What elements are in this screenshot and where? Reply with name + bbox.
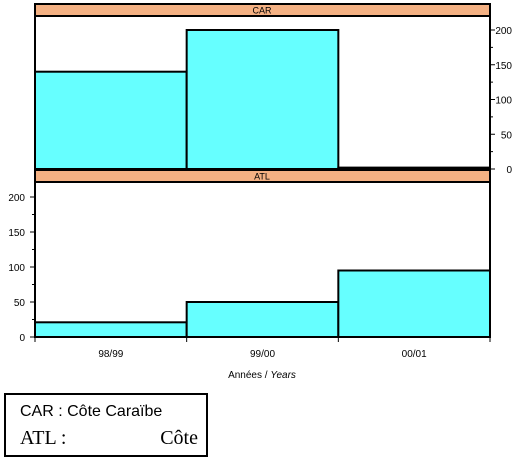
legend-box: CAR : Côte Caraïbe ATL : Côte [4,393,208,457]
car-bar-98-99 [34,70,188,170]
car-y-tick-label: 100 [495,96,512,107]
car-panel-title: CAR [252,6,272,16]
atl-y-tick-label: 50 [14,298,26,309]
atl-bars [34,269,492,338]
x-tick-label: 99/00 [250,349,275,360]
atl-bar-99-00 [185,301,340,338]
atl-y-tick-label: 0 [19,333,25,344]
atl-y-tick-label: 100 [8,263,25,274]
x-axis: 98/99 99/00 00/01 [34,337,491,360]
x-tick-label: 00/01 [402,349,427,360]
atl-y-tick-label: 150 [8,228,25,239]
legend-atl-desc: Côte [160,427,198,449]
atl-bar-00-01 [337,269,492,338]
legend-atl-label: ATL : [20,427,67,449]
car-y-tick-label: 150 [495,61,512,72]
legend-car: CAR : Côte Caraïbe [20,403,163,420]
atl-y-tick-label: 200 [8,193,25,204]
car-y-axis: 0 50 100 150 200 [490,26,512,176]
x-axis-label: Années / Years [228,370,296,381]
car-bars [34,29,492,171]
car-bar-99-00 [185,29,340,170]
car-bar-00-01 [337,166,492,171]
atl-bar-98-99 [34,321,188,338]
car-y-tick-label: 50 [501,130,513,141]
x-tick-label: 98/99 [98,349,123,360]
car-y-tick-label: 200 [495,26,512,37]
car-y-tick-label: 0 [506,165,512,176]
atl-y-axis: 0 50 100 150 200 [8,193,35,344]
atl-panel-title: ATL [254,172,270,182]
